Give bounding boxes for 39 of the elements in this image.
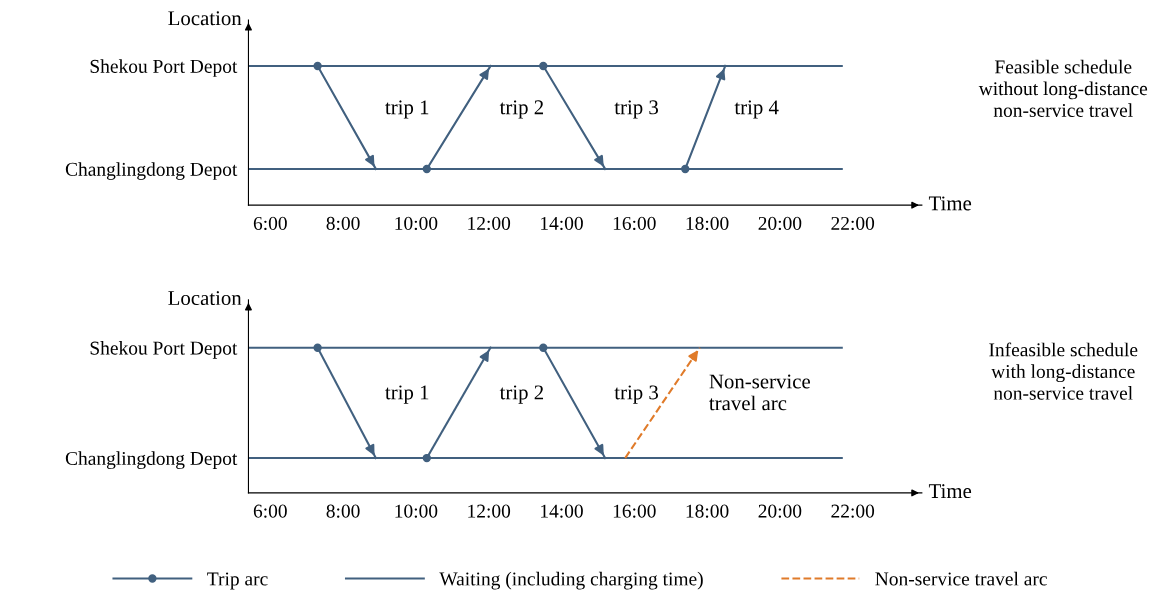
annotation: trip 1: [385, 100, 429, 119]
annotation: trip 2: [499, 385, 544, 404]
annotation: trip 3: [614, 385, 659, 404]
x-tick-label: 14:00: [541, 504, 583, 518]
legend-label: Waiting (including charging time): [439, 571, 703, 590]
x-tick-label: 12:00: [468, 504, 511, 518]
text: Infeasible schedule with long-distance non-service travel: [989, 342, 1138, 400]
annotation: trip 4: [734, 100, 779, 119]
annotation: trip 2: [499, 100, 544, 119]
y-axis-title: Location: [168, 11, 242, 26]
text: Changlingdong Depot: [65, 162, 238, 180]
text: Shekou Port Depot: [90, 59, 238, 77]
x-tick-label: 10:00: [395, 504, 438, 518]
x-tick-label: 20:00: [758, 216, 802, 231]
text: Changlingdong Depot: [65, 451, 238, 469]
x-tick-label: 8:00: [326, 504, 360, 518]
x-tick-label: 20:00: [758, 504, 802, 518]
x-tick-label: 12:00: [468, 216, 511, 231]
legend-label: Non-service travel arc: [875, 571, 1047, 586]
text: Shekou Port Depot: [90, 341, 238, 359]
x-tick-label: 6:00: [253, 216, 287, 231]
x-tick-label: 16:00: [613, 504, 656, 518]
x-tick-label: 22:00: [831, 216, 875, 231]
x-tick-label: 10:00: [395, 216, 438, 231]
x-tick-label: 8:00: [326, 216, 360, 231]
x-tick-label: 16:00: [613, 216, 656, 231]
annotation: Non-service travel arc: [709, 374, 810, 411]
x-tick-label: 22:00: [831, 504, 875, 518]
x-axis-title: Time: [928, 196, 972, 211]
x-tick-label: 6:00: [253, 504, 287, 518]
annotation: trip 3: [614, 100, 659, 119]
annotation: trip 1: [385, 385, 429, 404]
text: Feasible schedule without long-distance non-service travel: [978, 59, 1148, 117]
x-tick-label: 14:00: [541, 216, 583, 231]
x-axis-title: Time: [928, 484, 972, 499]
x-tick-label: 18:00: [686, 504, 729, 518]
x-tick-label: 18:00: [686, 216, 729, 231]
y-axis-title: Location: [168, 291, 242, 306]
legend-label: Trip arc: [207, 572, 268, 590]
